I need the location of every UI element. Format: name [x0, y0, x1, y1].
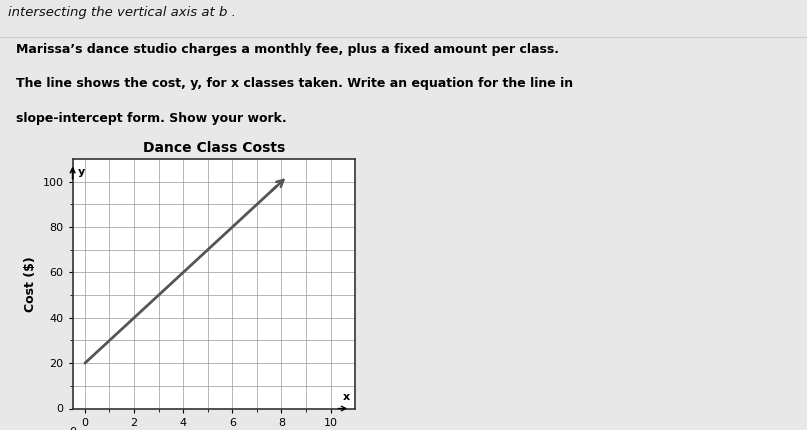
Text: The line shows the cost, y, for x classes taken. Write an equation for the line : The line shows the cost, y, for x classe… — [16, 77, 573, 90]
Y-axis label: Cost ($): Cost ($) — [24, 256, 37, 312]
Text: intersecting the vertical axis at b .: intersecting the vertical axis at b . — [8, 6, 236, 19]
Text: 0: 0 — [69, 427, 76, 430]
Text: y: y — [77, 167, 85, 177]
Title: Dance Class Costs: Dance Class Costs — [143, 141, 285, 155]
Text: Marissa’s dance studio charges a monthly fee, plus a fixed amount per class.: Marissa’s dance studio charges a monthly… — [16, 43, 559, 56]
Text: slope-intercept form. Show your work.: slope-intercept form. Show your work. — [16, 112, 286, 125]
Text: x: x — [343, 392, 350, 402]
